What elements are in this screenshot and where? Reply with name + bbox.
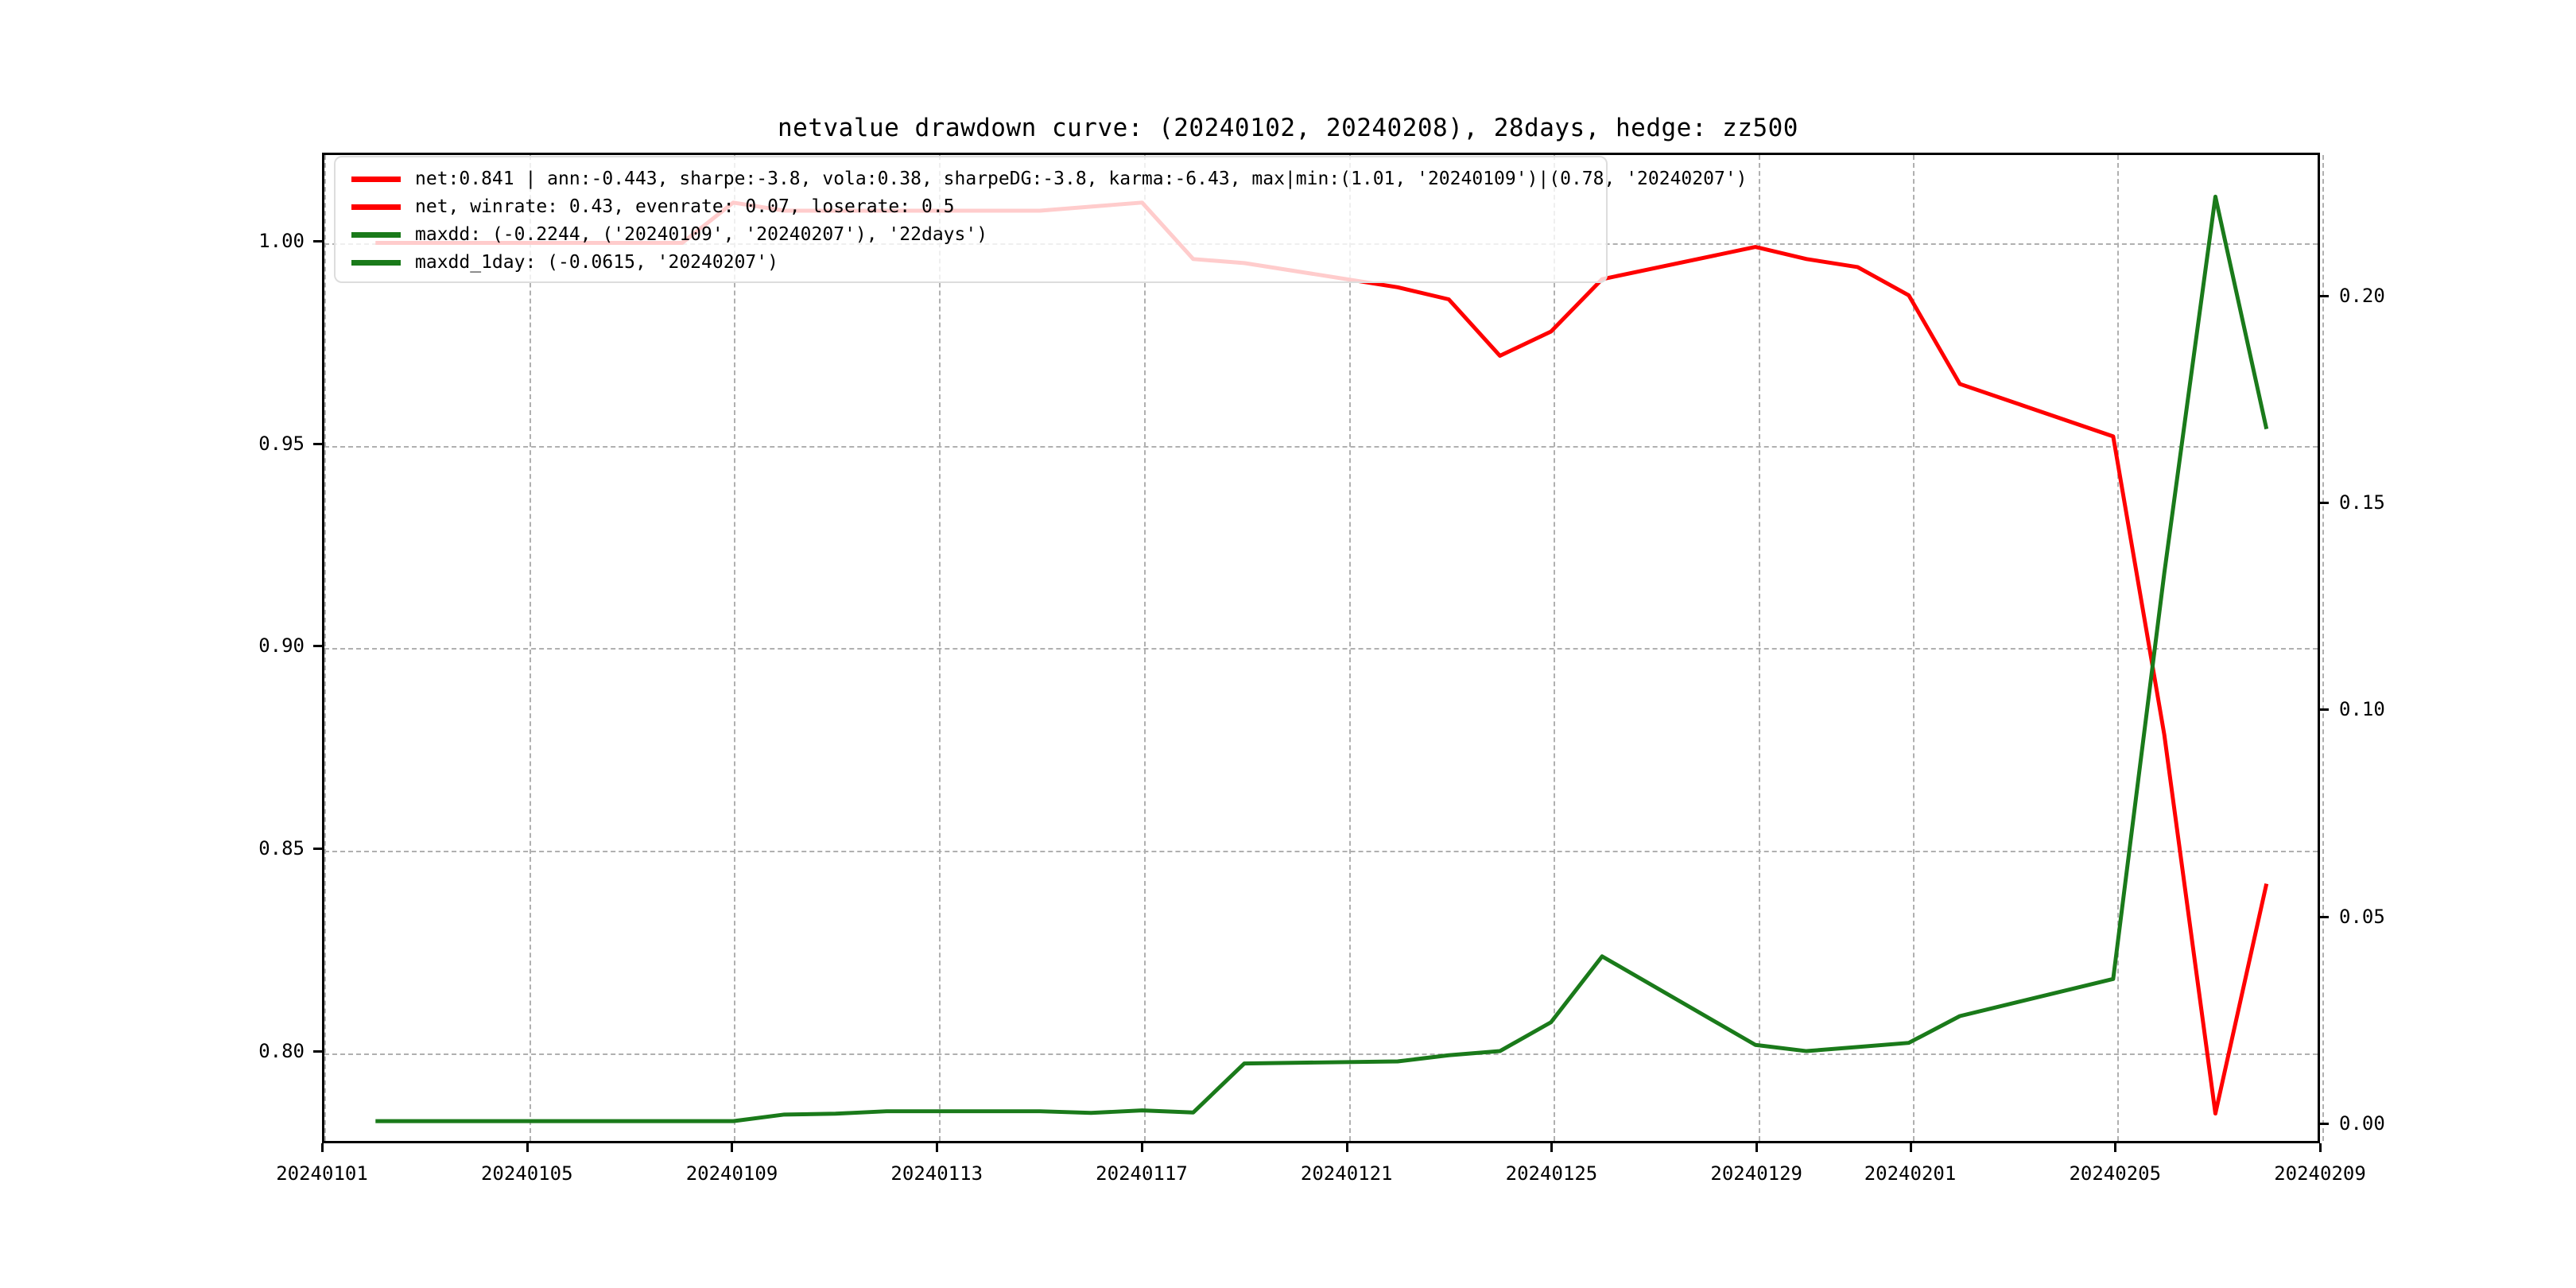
y-axis-tick-left [313,442,322,445]
x-axis-tick [2319,1143,2322,1152]
y-axis-tick-right [2320,1123,2329,1125]
y-axis-label-right: 0.10 [2339,698,2385,721]
x-axis-label: 20240209 [2274,1162,2366,1185]
legend-swatch-maxdd-icon [351,232,401,238]
gridline-vertical [1912,155,1915,1141]
y-axis-tick-right [2320,708,2329,712]
chart-legend: net:0.841 | ann:-0.443, sharpe:-3.8, vol… [334,156,1748,283]
gridline-horizontal [324,648,2318,650]
gridline-vertical [2322,155,2324,1141]
x-axis-label: 20240105 [480,1162,573,1185]
net-curve [375,200,2269,1116]
x-axis-tick [321,1143,324,1152]
gridline-vertical [324,155,326,1141]
y-axis-label-left: 0.95 [258,432,305,455]
y-axis-tick-right [2320,501,2329,504]
x-axis-label: 20240205 [2069,1162,2162,1185]
gridline-vertical [1759,155,1761,1141]
y-axis-tick-left [313,645,322,648]
x-axis-label: 20240125 [1505,1162,1598,1185]
y-axis-tick-right [2320,294,2329,297]
gridline-horizontal [324,851,2318,853]
gridline-vertical [2117,155,2120,1141]
x-axis-label: 20240109 [685,1162,778,1185]
y-axis-label-right: 0.05 [2339,905,2385,928]
gridline-horizontal [324,445,2318,448]
x-axis-tick [936,1143,939,1152]
chart-title: netvalue drawdown curve: (20240102, 2024… [778,114,1798,142]
y-axis-tick-left [313,240,322,243]
x-axis-label: 20240201 [1864,1162,1957,1185]
legend-item: net, winrate: 0.43, evenrate: 0.07, lose… [336,193,1606,221]
x-axis-tick [526,1143,529,1152]
legend-label: net, winrate: 0.43, evenrate: 0.07, lose… [415,196,955,217]
legend-label: net:0.841 | ann:-0.443, sharpe:-3.8, vol… [415,169,1748,189]
legend-swatch-net-icon [351,177,401,182]
gridline-vertical [734,155,736,1141]
x-axis-tick [1345,1143,1348,1152]
x-axis-tick [1140,1143,1143,1152]
x-axis-tick [1550,1143,1554,1152]
legend-item: net:0.841 | ann:-0.443, sharpe:-3.8, vol… [336,165,1748,193]
legend-swatch-net-rates-icon [351,204,401,210]
y-axis-label-left: 0.90 [258,634,305,658]
y-axis-label-left: 0.85 [258,837,305,860]
gridline-vertical [1143,155,1146,1141]
gridline-vertical [939,155,941,1141]
gridline-vertical [1554,155,1556,1141]
legend-swatch-maxdd1day-icon [351,260,401,266]
x-axis-label: 20240101 [276,1162,368,1185]
legend-label: maxdd: (-0.2244, ('20240109', '20240207'… [415,224,988,245]
data-curves [375,194,2269,1123]
y-axis-tick-right [2320,915,2329,918]
x-axis-tick [1755,1143,1759,1152]
x-axis-label: 20240117 [1096,1162,1188,1185]
x-axis-label: 20240129 [1710,1162,1802,1185]
y-axis-label-right: 0.15 [2339,491,2385,514]
y-axis-label-left: 0.80 [258,1039,305,1062]
x-axis-tick [1909,1143,1912,1152]
x-axis-tick [2114,1143,2117,1152]
y-axis-label-right: 0.00 [2339,1112,2385,1135]
y-axis-tick-left [313,1049,322,1053]
gridline-horizontal [324,1053,2318,1055]
x-axis-tick [731,1143,734,1152]
legend-item: maxdd: (-0.2244, ('20240109', '20240207'… [336,221,1606,249]
x-axis-label: 20240113 [890,1162,983,1185]
legend-label: maxdd_1day: (-0.0615, '20240207') [415,252,778,273]
x-axis-label: 20240121 [1300,1162,1393,1185]
gridline-vertical [1348,155,1351,1141]
plot-area [322,153,2324,1143]
y-axis-tick-left [313,848,322,851]
y-axis-label-right: 0.20 [2339,284,2385,307]
y-axis-label-left: 1.00 [258,230,305,253]
legend-item: maxdd_1day: (-0.0615, '20240207') [336,249,1606,277]
gridline-vertical [529,155,531,1141]
maxdd-curve [375,194,2269,1123]
